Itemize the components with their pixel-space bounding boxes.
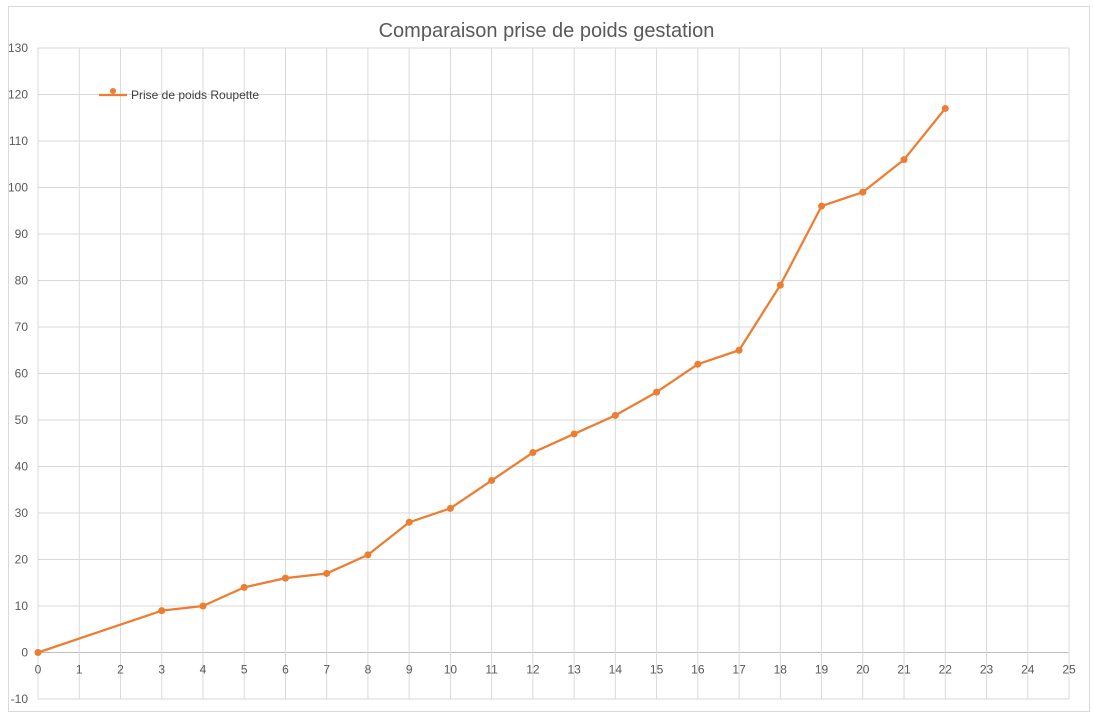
data-point xyxy=(158,607,166,615)
x-tick-label: 0 xyxy=(35,663,42,677)
x-tick-label: 1 xyxy=(76,663,83,677)
y-tick-label: 0 xyxy=(21,646,28,660)
y-tick-label: 30 xyxy=(15,506,29,520)
y-axis-ticks: -10 0 10 20 30 40 50 60 70 80 90 100 110 120 130 xyxy=(8,41,28,706)
y-tick-label: 10 xyxy=(15,599,29,613)
x-tick-label: 13 xyxy=(567,663,581,677)
grid-lines xyxy=(37,47,1070,700)
legend-point-marker xyxy=(110,88,116,94)
chart-title: Comparaison prise de poids gestation xyxy=(378,20,715,42)
x-tick-label: 3 xyxy=(158,663,165,677)
y-tick-label: 40 xyxy=(15,460,29,474)
series-layer xyxy=(34,104,949,656)
x-tick-label: 7 xyxy=(323,663,330,677)
x-tick-label: 18 xyxy=(774,663,788,677)
x-tick-label: 22 xyxy=(939,663,953,677)
y-tick-label: 80 xyxy=(15,274,29,288)
x-tick-label: 9 xyxy=(406,663,413,677)
x-tick-label: 10 xyxy=(444,663,458,677)
y-tick-label: 70 xyxy=(15,320,29,334)
x-tick-label: 5 xyxy=(241,663,248,677)
data-point xyxy=(405,518,413,526)
x-tick-label: 2 xyxy=(117,663,124,677)
y-tick-label: 90 xyxy=(15,227,29,241)
data-point xyxy=(735,346,743,354)
x-tick-label: 25 xyxy=(1062,663,1076,677)
legend: Prise de poids Roupette xyxy=(99,88,259,102)
data-point xyxy=(488,476,496,484)
chart-area xyxy=(8,6,1090,712)
x-tick-label: 15 xyxy=(650,663,664,677)
x-tick-label: 20 xyxy=(856,663,870,677)
y-tick-label: 100 xyxy=(8,181,28,195)
data-point xyxy=(611,411,619,419)
data-point xyxy=(323,569,331,577)
data-point xyxy=(941,104,949,112)
x-axis-ticks: 0 1 2 3 4 5 6 7 8 9 10 11 12 13 14 15 16 17 18 19 20 21 22 23 24… xyxy=(35,663,1076,677)
y-tick-label: 20 xyxy=(15,553,29,567)
y-tick-label: 110 xyxy=(9,134,28,148)
y-tick-label: 120 xyxy=(8,88,28,102)
x-tick-label: 14 xyxy=(609,663,623,677)
data-point xyxy=(529,449,537,457)
x-tick-label: 11 xyxy=(485,663,498,677)
legend-label: Prise de poids Roupette xyxy=(131,88,259,102)
data-point xyxy=(34,649,42,656)
x-tick-label: 21 xyxy=(897,663,911,677)
data-point xyxy=(900,156,908,164)
x-tick-label: 4 xyxy=(200,663,207,677)
data-point xyxy=(818,202,826,210)
data-point xyxy=(859,188,867,196)
y-tick-label: 50 xyxy=(15,413,29,427)
x-tick-label: 19 xyxy=(815,663,829,677)
data-point xyxy=(281,574,289,582)
data-point xyxy=(570,430,578,438)
data-point xyxy=(653,388,661,396)
x-tick-label: 16 xyxy=(691,663,705,677)
x-tick-label: 17 xyxy=(732,663,746,677)
x-tick-label: 23 xyxy=(980,663,994,677)
y-tick-label: 60 xyxy=(15,367,29,381)
data-point xyxy=(364,551,372,559)
data-point xyxy=(694,360,702,368)
data-point xyxy=(446,504,454,512)
data-point xyxy=(776,281,784,289)
y-tick-label: 130 xyxy=(8,41,28,55)
x-tick-label: 6 xyxy=(282,663,289,677)
x-tick-label: 12 xyxy=(526,663,540,677)
data-point xyxy=(240,583,248,591)
y-tick-label: -10 xyxy=(11,692,29,706)
data-point xyxy=(199,602,207,610)
x-tick-label: 24 xyxy=(1021,663,1035,677)
x-tick-label: 8 xyxy=(365,663,372,677)
